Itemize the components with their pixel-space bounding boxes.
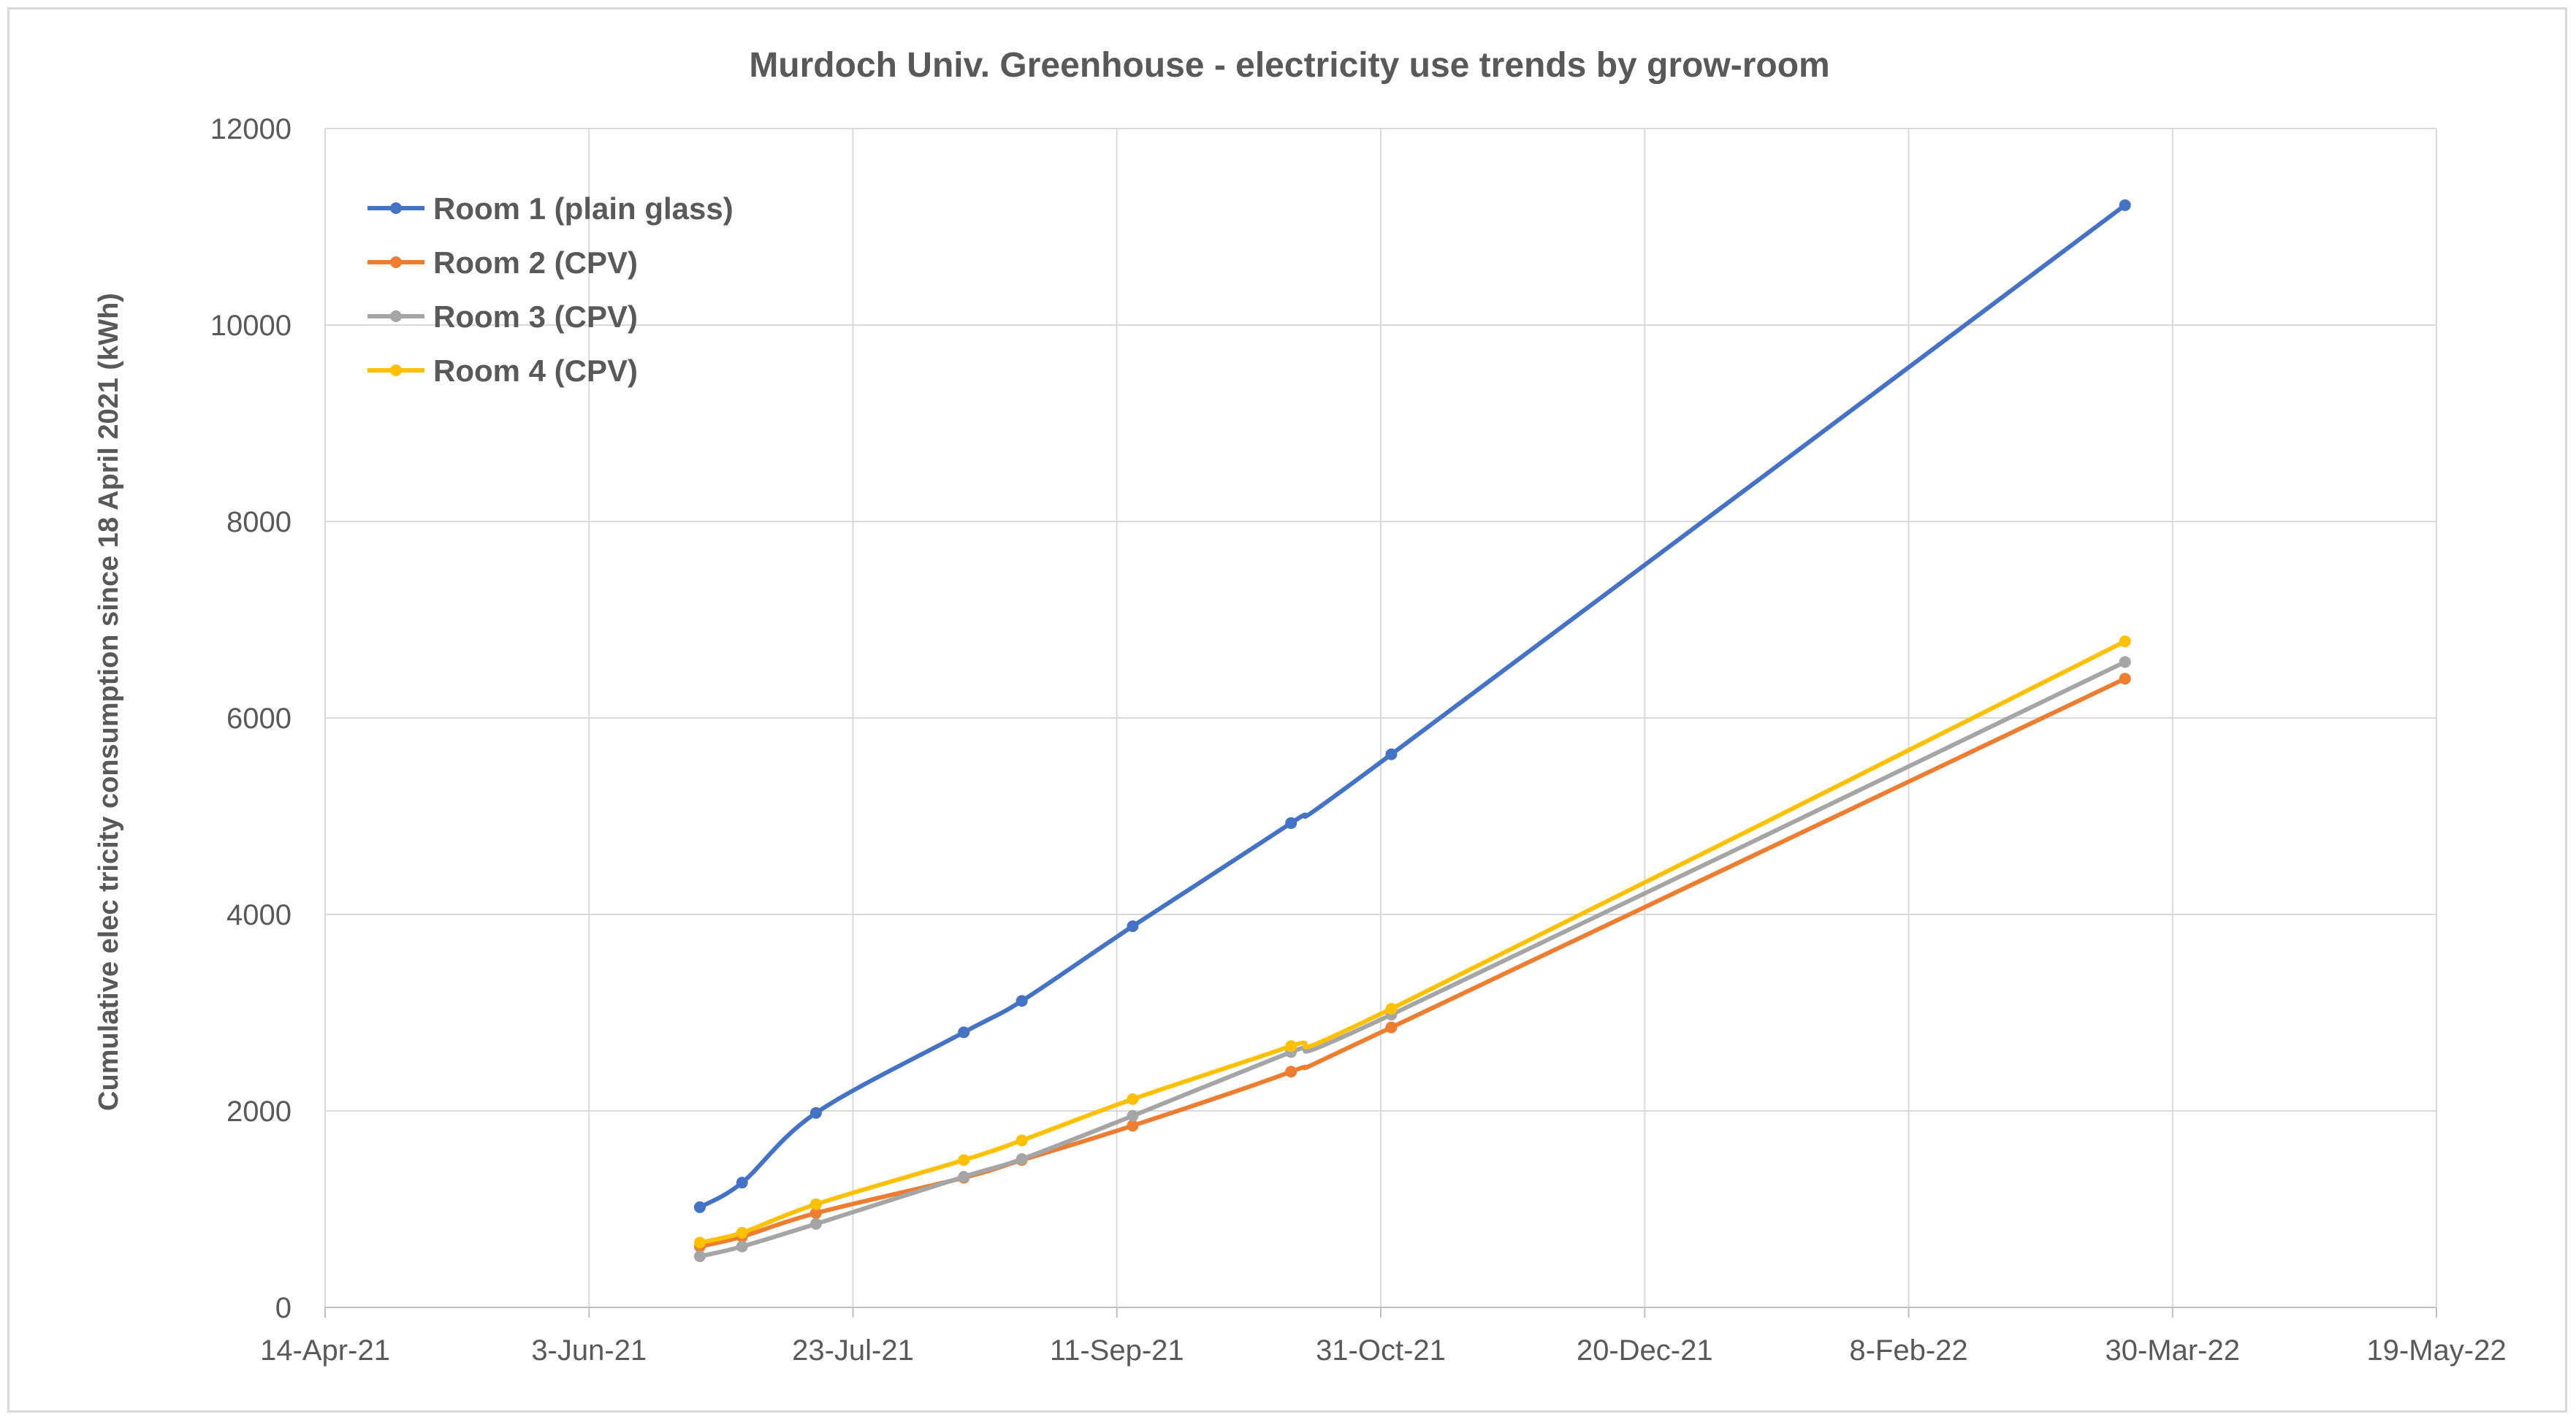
- legend-entry: Room 2 (CPV): [367, 245, 638, 280]
- axis-layer: 0 2000 4000 6000 8000 10000 12000 14-Apr-21 3-Ju…: [210, 113, 2507, 1367]
- series-4-point: [809, 1198, 822, 1210]
- y-axis-label: Cumulative elec tricity consumption sinc…: [94, 293, 124, 1111]
- series-1-point: [958, 1026, 970, 1039]
- y-tick-label: 8000: [226, 506, 291, 538]
- series-3: [693, 656, 2131, 1263]
- legend-swatch-marker: [390, 364, 402, 376]
- legend-label: Room 4 (CPV): [433, 354, 638, 388]
- legend: Room 1 (plain glass) Room 2 (CPV) Room 3 (…: [367, 191, 733, 388]
- x-tick-label: 23-Jul-21: [792, 1334, 914, 1367]
- series-3-point: [736, 1240, 748, 1253]
- x-tick-label: 8-Feb-22: [1849, 1334, 1967, 1367]
- series-1-point: [1285, 817, 1297, 829]
- series-2-point: [809, 1207, 822, 1219]
- legend-swatch-marker: [390, 256, 402, 268]
- legend-entry: Room 3 (CPV): [367, 299, 638, 334]
- grid-layer: [324, 128, 2437, 1307]
- series-3-point: [958, 1171, 970, 1183]
- x-tick-label: 31-Oct-21: [1316, 1334, 1446, 1367]
- y-tick-label: 10000: [210, 310, 291, 342]
- series-4: [693, 635, 2131, 1249]
- series-2-point: [2119, 673, 2131, 685]
- series-2-point: [1285, 1066, 1297, 1078]
- series-2-point: [1385, 1021, 1398, 1034]
- series-1-point: [1385, 748, 1398, 760]
- x-tick-label: 3-Jun-21: [531, 1334, 647, 1367]
- legend-swatch-marker: [390, 310, 402, 322]
- series-1-point: [1015, 995, 1028, 1007]
- series-2: [693, 673, 2131, 1253]
- series-1-point: [736, 1177, 748, 1189]
- series-4-line: [697, 639, 2127, 1245]
- series-4-point: [736, 1226, 748, 1239]
- series-4-point: [1015, 1134, 1028, 1147]
- legend-entry: Room 1 (plain glass): [367, 191, 733, 226]
- x-tick-label: 30-Mar-22: [2105, 1334, 2240, 1367]
- series-3-point: [809, 1218, 822, 1230]
- series-4-point: [1285, 1040, 1297, 1052]
- y-tick-label: 6000: [226, 703, 291, 735]
- x-tick-label: 14-Apr-21: [260, 1334, 390, 1367]
- x-tick-label: 20-Dec-21: [1577, 1334, 1713, 1367]
- series-4-point: [2119, 635, 2131, 648]
- x-tick-label: 11-Sep-21: [1050, 1334, 1184, 1367]
- chart-title: Murdoch Univ. Greenhouse - electricity u…: [749, 46, 1829, 85]
- chart-svg: Murdoch Univ. Greenhouse - electricity u…: [94, 46, 2507, 1367]
- legend-label: Room 2 (CPV): [433, 245, 638, 280]
- series-2-point: [1127, 1120, 1139, 1132]
- series-4-point: [1127, 1093, 1139, 1105]
- series-1-line: [697, 202, 2127, 1210]
- series-4-point: [693, 1237, 706, 1249]
- legend-label: Room 1 (plain glass): [433, 191, 733, 226]
- legend-swatch-marker: [390, 202, 402, 214]
- chart-frame: Murdoch Univ. Greenhouse - electricity u…: [7, 7, 2567, 1413]
- y-tick-label: 4000: [226, 899, 291, 931]
- series-1-point: [693, 1201, 706, 1213]
- series-1-point: [2119, 199, 2131, 211]
- series-3-point: [1127, 1109, 1139, 1122]
- series-3-point: [1015, 1153, 1028, 1165]
- legend-entry: Room 4 (CPV): [367, 354, 638, 388]
- series-layer: [693, 199, 2131, 1263]
- legend-label: Room 3 (CPV): [433, 299, 638, 334]
- series-1-point: [809, 1107, 822, 1119]
- series-3-point: [2119, 656, 2131, 668]
- series-3-point: [693, 1250, 706, 1263]
- series-1: [693, 199, 2131, 1213]
- x-tick-label: 19-May-22: [2366, 1334, 2506, 1367]
- y-tick-label: 0: [275, 1292, 291, 1324]
- series-1-point: [1127, 920, 1139, 933]
- y-tick-label: 12000: [210, 113, 291, 145]
- y-tick-label: 2000: [226, 1096, 291, 1128]
- series-4-point: [1385, 1003, 1398, 1015]
- series-4-point: [958, 1154, 970, 1166]
